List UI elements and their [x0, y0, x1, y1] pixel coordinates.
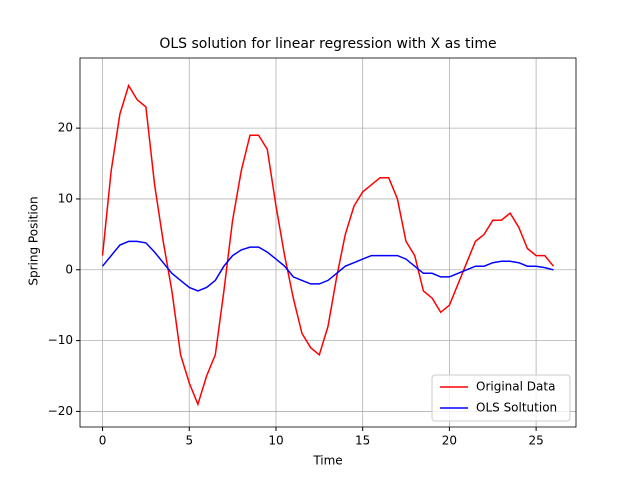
chart-title: OLS solution for linear regression with …	[159, 36, 496, 52]
x-axis-label: Time	[312, 454, 342, 468]
y-tick-label: −20	[48, 404, 73, 418]
x-tick-label: 15	[355, 434, 370, 448]
y-axis-label: Spring Position	[27, 196, 41, 285]
y-tick-label: 0	[65, 262, 73, 276]
plot-frame	[79, 57, 577, 428]
x-tick-label: 25	[528, 434, 543, 448]
legend-label: OLS Soltution	[476, 401, 557, 415]
series-line	[101, 83, 555, 407]
x-tick-label: 10	[268, 434, 283, 448]
x-tick-label: 20	[442, 434, 457, 448]
legend: Original Data OLS Soltution	[431, 374, 571, 422]
y-tick-label: 10	[58, 191, 73, 205]
y-tick-label: 20	[58, 121, 73, 135]
legend-label: Original Data	[476, 380, 555, 394]
series-line	[101, 240, 554, 292]
x-tick-label: 5	[185, 434, 193, 448]
x-tick-label: 0	[99, 434, 107, 448]
y-tick-label: −10	[48, 333, 73, 347]
